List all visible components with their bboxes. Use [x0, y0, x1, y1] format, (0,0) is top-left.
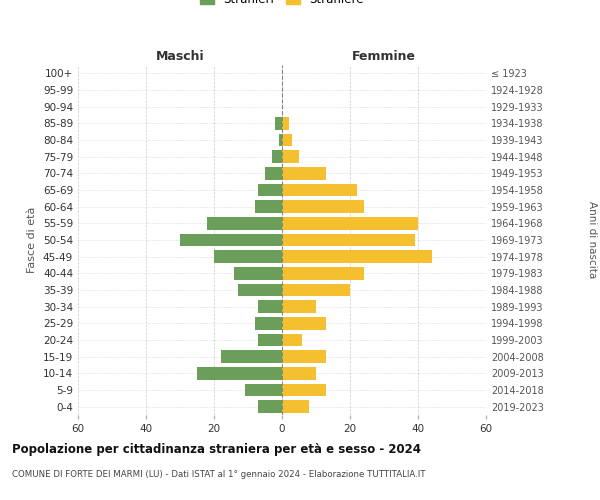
Bar — [282, 234, 415, 246]
Bar — [282, 384, 326, 396]
Bar — [272, 150, 282, 163]
Bar — [282, 300, 316, 313]
Legend: Stranieri, Straniere: Stranieri, Straniere — [195, 0, 369, 10]
Bar — [258, 184, 282, 196]
Text: Maschi: Maschi — [155, 50, 205, 62]
Bar — [180, 234, 282, 246]
Bar — [197, 367, 282, 380]
Bar — [282, 184, 357, 196]
Bar — [235, 267, 282, 280]
Bar — [275, 117, 282, 130]
Bar — [282, 200, 364, 213]
Bar — [282, 150, 299, 163]
Bar — [221, 350, 282, 363]
Text: COMUNE DI FORTE DEI MARMI (LU) - Dati ISTAT al 1° gennaio 2024 - Elaborazione TU: COMUNE DI FORTE DEI MARMI (LU) - Dati IS… — [12, 470, 425, 479]
Y-axis label: Fasce di età: Fasce di età — [28, 207, 37, 273]
Bar — [214, 250, 282, 263]
Text: Popolazione per cittadinanza straniera per età e sesso - 2024: Popolazione per cittadinanza straniera p… — [12, 442, 421, 456]
Bar — [258, 400, 282, 413]
Bar — [282, 134, 292, 146]
Bar — [282, 400, 309, 413]
Text: Anni di nascita: Anni di nascita — [587, 202, 597, 278]
Bar — [255, 317, 282, 330]
Bar — [258, 300, 282, 313]
Bar — [282, 367, 316, 380]
Bar — [258, 334, 282, 346]
Bar — [282, 350, 326, 363]
Bar — [207, 217, 282, 230]
Bar — [282, 167, 326, 179]
Bar — [282, 117, 289, 130]
Bar — [245, 384, 282, 396]
Bar — [282, 317, 326, 330]
Bar — [282, 284, 350, 296]
Bar — [255, 200, 282, 213]
Bar — [282, 267, 364, 280]
Text: Femmine: Femmine — [352, 50, 416, 62]
Bar — [238, 284, 282, 296]
Bar — [265, 167, 282, 179]
Bar — [282, 250, 431, 263]
Bar — [278, 134, 282, 146]
Bar — [282, 217, 418, 230]
Bar — [282, 334, 302, 346]
